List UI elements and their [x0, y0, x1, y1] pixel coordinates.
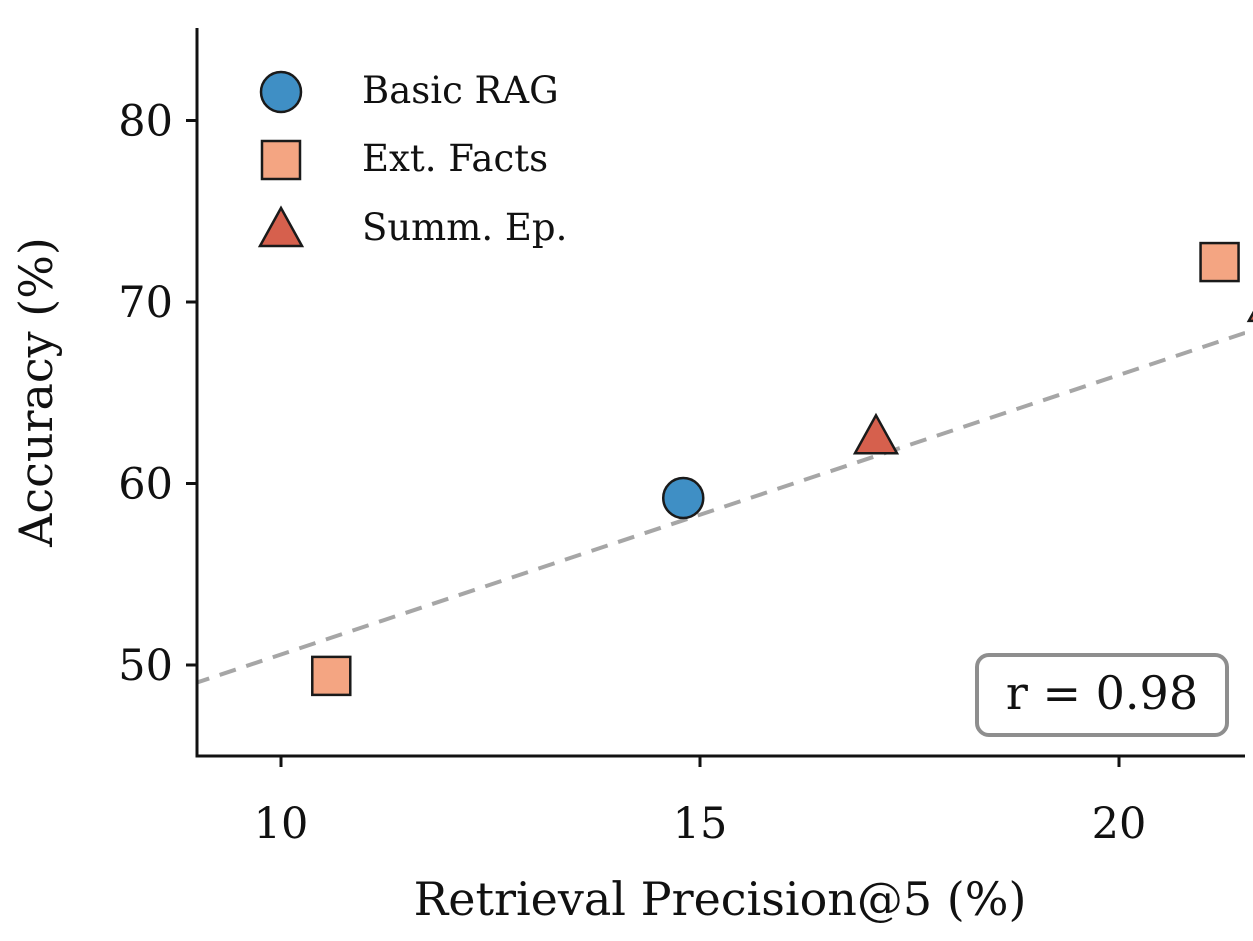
legend-label-ext-facts: Ext. Facts	[362, 137, 548, 180]
summ-ep-point	[852, 412, 900, 455]
legend-marker-summ-ep	[257, 205, 305, 248]
y-axis-title: Accuracy (%)	[9, 237, 63, 548]
annotation-box	[975, 653, 1229, 737]
ext-facts-point	[1199, 241, 1240, 283]
ext-facts-point	[311, 655, 352, 697]
x-tick-label: 15	[673, 799, 728, 849]
y-tick-label: 70	[118, 278, 173, 328]
annotation-text: r = 0.98	[1006, 666, 1198, 720]
correlation-annotation: r = 0.98	[975, 653, 1229, 737]
legend-marker-basic-rag	[259, 70, 303, 114]
y-tick-label: 80	[118, 97, 173, 147]
y-tick-label: 60	[118, 460, 173, 510]
legend-marker-ext-facts	[260, 139, 302, 181]
trend-line	[197, 330, 1245, 685]
x-axis-title: Retrieval Precision@5 (%)	[414, 872, 1027, 926]
x-tick-label: 20	[1092, 799, 1147, 849]
legend: Basic RAG Ext. Facts Summ. Ep.	[257, 69, 567, 249]
basic-rag-point	[661, 476, 705, 520]
summ-ep-point	[1246, 310, 1253, 323]
y-tick-label: 50	[118, 641, 173, 691]
legend-label-basic-rag: Basic RAG	[362, 69, 559, 112]
x-tick-label: 10	[254, 799, 309, 849]
legend-label-summ-ep: Summ. Ep.	[362, 206, 567, 249]
